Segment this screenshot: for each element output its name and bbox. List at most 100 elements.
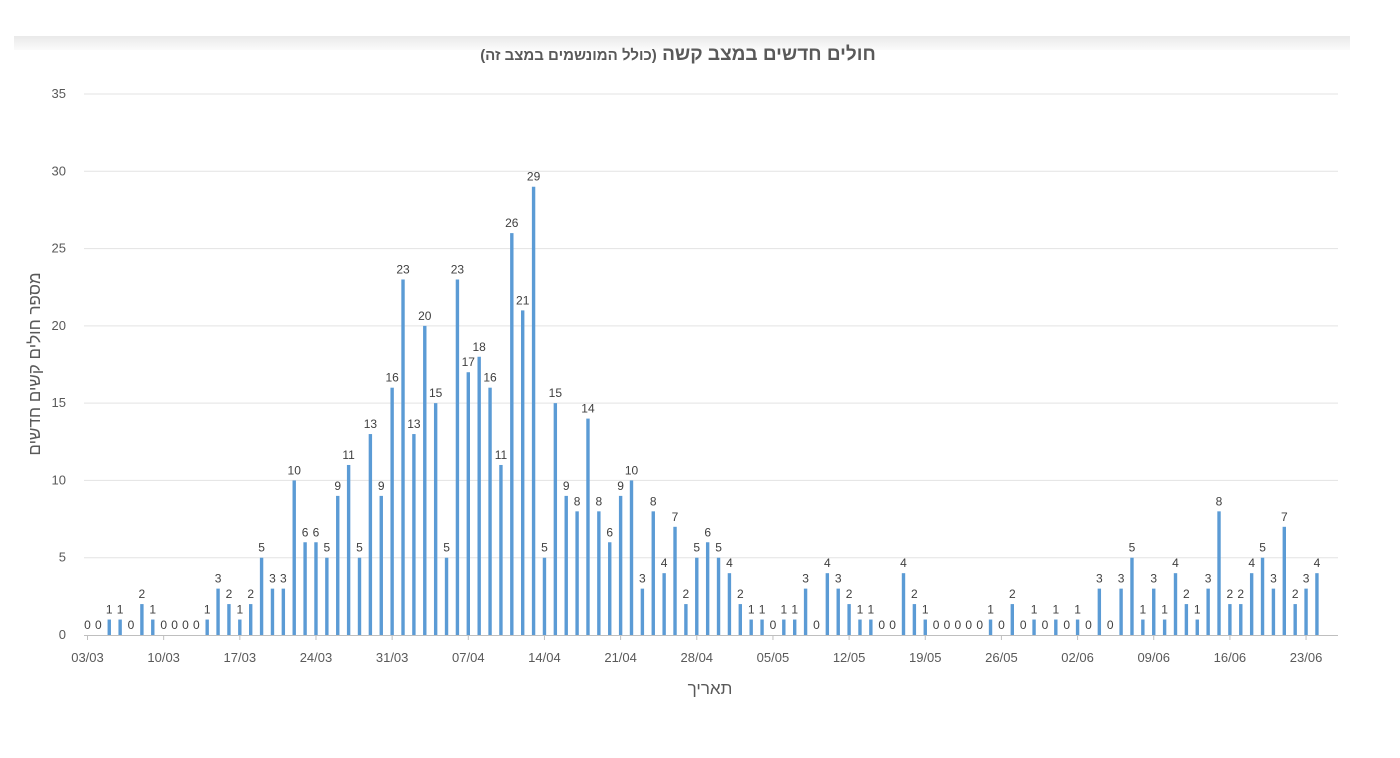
bar-value-label: 2 (1237, 587, 1244, 601)
bar-value-label: 3 (1205, 572, 1212, 586)
bar (238, 619, 242, 635)
bar-value-label: 2 (911, 587, 918, 601)
x-tick-label: 10/03 (147, 650, 180, 665)
bar (444, 557, 449, 635)
bar (379, 495, 383, 635)
x-tick-label: 31/03 (376, 650, 409, 665)
bar (760, 619, 764, 635)
bar-value-label: 5 (541, 541, 548, 555)
bar-value-label: 17 (462, 355, 476, 369)
bar-value-label: 11 (495, 448, 508, 462)
bar-value-label: 9 (334, 479, 341, 493)
bar (553, 403, 558, 635)
bar (433, 403, 438, 635)
bar (510, 233, 514, 635)
bar (281, 588, 286, 635)
x-tick-label: 23/06 (1290, 650, 1323, 665)
bar (684, 604, 688, 635)
bar-value-label: 4 (1172, 556, 1179, 570)
bar-value-label: 0 (160, 618, 167, 632)
bar (357, 557, 362, 635)
bar-value-label: 15 (549, 386, 563, 400)
bar-value-label: 0 (889, 618, 896, 632)
bar-value-label: 29 (527, 170, 541, 184)
bar (151, 619, 155, 635)
y-tick-label: 20 (52, 318, 66, 333)
bar-value-label: 1 (857, 603, 864, 617)
bar-value-label: 16 (385, 371, 399, 385)
bar (521, 310, 525, 635)
y-tick-label: 5 (59, 550, 66, 565)
bar (531, 186, 536, 635)
bar (1271, 588, 1276, 635)
bar-value-label: 5 (715, 541, 722, 555)
bar (1152, 588, 1156, 635)
bar-value-label: 8 (574, 494, 581, 508)
bar-value-label: 5 (356, 541, 363, 555)
bar (107, 619, 111, 635)
y-tick-label: 15 (52, 395, 66, 410)
bar-value-label: 5 (1129, 541, 1136, 555)
bar-value-label: 9 (617, 479, 624, 493)
bar-value-label: 3 (1270, 572, 1277, 586)
bar (270, 588, 275, 635)
bar (1260, 557, 1265, 635)
bar (216, 588, 220, 635)
bar-value-label: 3 (639, 572, 646, 586)
bar-value-label: 1 (106, 603, 113, 617)
bar (455, 279, 460, 635)
bars (107, 186, 1319, 635)
bar (205, 619, 209, 635)
bar-value-label: 23 (396, 262, 410, 276)
bar (608, 542, 612, 635)
x-tick-label: 09/06 (1137, 650, 1170, 665)
bar (923, 619, 927, 635)
bar-value-label: 4 (661, 556, 668, 570)
bar-value-label: 26 (505, 216, 519, 230)
bar (412, 434, 416, 635)
bar-value-label: 6 (313, 525, 320, 539)
bar-value-label: 1 (748, 603, 755, 617)
bar (651, 511, 655, 635)
bar-value-label: 0 (84, 618, 91, 632)
bar (803, 588, 808, 635)
x-tick-label: 28/04 (681, 650, 714, 665)
bar (292, 480, 296, 635)
y-tick-label: 35 (52, 86, 66, 101)
bar (1075, 619, 1080, 635)
bar (249, 604, 253, 635)
bar (618, 495, 623, 635)
bar-value-label: 1 (1031, 603, 1038, 617)
bar-value-label: 1 (868, 603, 875, 617)
bar-value-label: 16 (483, 371, 497, 385)
bar (542, 557, 547, 635)
bar-value-label: 1 (987, 603, 994, 617)
bar (629, 480, 634, 635)
gridlines (84, 93, 1338, 559)
bar-value-label: 1 (759, 603, 766, 617)
bar-value-label: 2 (1292, 587, 1299, 601)
bar (488, 387, 492, 635)
bar-value-label: 3 (835, 572, 842, 586)
bar-value-label: 23 (451, 262, 465, 276)
bar-value-label: 1 (791, 603, 798, 617)
bar (597, 511, 601, 635)
bar (1184, 604, 1189, 635)
bar-value-label: 0 (955, 618, 962, 632)
bar (1293, 604, 1297, 635)
bar-value-label: 14 (581, 402, 595, 416)
x-tick-label: 14/04 (528, 650, 561, 665)
bar-value-label: 0 (171, 618, 178, 632)
bar (825, 573, 830, 635)
bar (673, 526, 677, 635)
bar-value-label: 10 (625, 463, 639, 477)
bar (1032, 619, 1036, 635)
bar (401, 279, 405, 635)
bar (1097, 588, 1102, 635)
bar-value-label: 0 (1042, 618, 1049, 632)
bar-value-label: 1 (1052, 603, 1059, 617)
bar-value-label: 1 (204, 603, 211, 617)
bar (847, 604, 851, 635)
x-axis-title: תאריך (688, 679, 733, 698)
